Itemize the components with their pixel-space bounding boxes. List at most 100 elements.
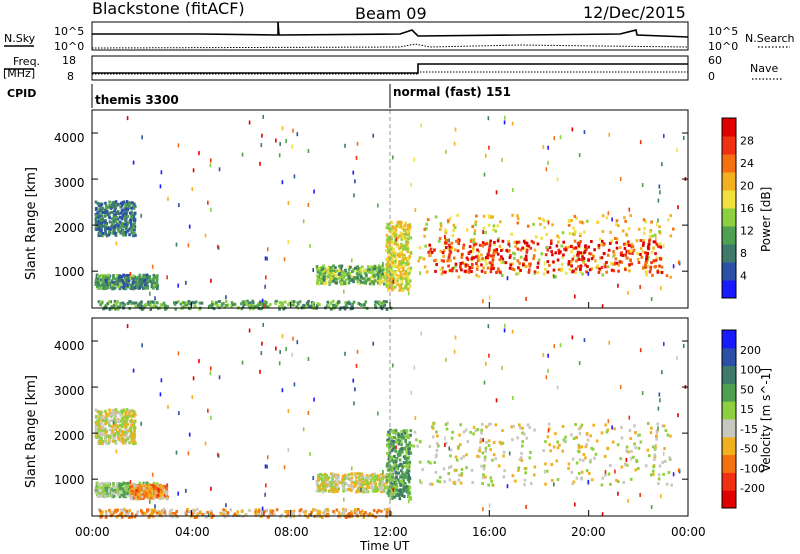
velocity-cell <box>261 506 264 511</box>
power-cell <box>113 224 117 228</box>
velocity-sparse-echoes <box>112 322 687 518</box>
velocity-cell <box>600 483 604 487</box>
power-cell <box>353 193 355 198</box>
power-cell <box>107 300 111 304</box>
power-cell <box>665 274 669 278</box>
power-cell <box>140 213 143 218</box>
power-cell <box>601 214 605 218</box>
power-cell <box>467 270 471 274</box>
power-cell <box>379 305 383 309</box>
velocity-cell <box>483 455 487 459</box>
power-cell <box>320 277 324 281</box>
power-cell <box>472 238 476 242</box>
velocity-cell <box>315 479 319 483</box>
power-cell <box>626 243 630 247</box>
velocity-cell <box>592 423 595 427</box>
velocity-cell <box>634 446 638 450</box>
velocity-cell <box>265 483 267 488</box>
velocity-cell <box>460 456 463 460</box>
velocity-cell <box>150 508 154 512</box>
power-cell <box>141 286 145 290</box>
velocity-cell <box>139 509 143 513</box>
power-cell <box>476 248 479 252</box>
power-cell <box>473 232 476 236</box>
power-cell <box>522 247 526 251</box>
power-cell <box>329 266 333 270</box>
power-cell <box>323 281 327 285</box>
velocity-cell <box>210 486 212 491</box>
velocity-cell <box>482 464 486 468</box>
velocity-cell <box>104 409 107 413</box>
power-cell <box>511 121 514 126</box>
velocity-cell <box>574 422 577 426</box>
velocity-cell <box>316 509 320 513</box>
power-cell <box>117 224 120 228</box>
power-cell <box>382 275 385 279</box>
power-cell <box>625 249 628 254</box>
power-cell <box>352 268 355 272</box>
power-cell <box>371 270 375 274</box>
velocity-cell <box>633 442 636 446</box>
power-cell <box>649 265 653 269</box>
vel-ytick-3000: 3000 <box>54 384 85 398</box>
velocity-cell <box>407 475 410 479</box>
power-cell <box>381 268 384 272</box>
power-cell <box>488 145 490 150</box>
velocity-cell <box>112 412 116 416</box>
power-cell <box>99 203 103 207</box>
velocity-colorbar-tick: -50 <box>740 443 758 456</box>
velocity-cell <box>269 509 272 513</box>
power-cell <box>393 278 397 282</box>
power-cell <box>662 243 665 248</box>
power-cell <box>98 233 102 237</box>
power-cell <box>141 135 143 140</box>
velocity-cell <box>379 479 382 483</box>
velocity-cell <box>129 430 133 434</box>
power-cell <box>100 300 104 304</box>
power-cell <box>497 269 501 273</box>
power-cell <box>248 307 252 311</box>
power-cell <box>434 258 438 262</box>
velocity-cell <box>391 496 394 500</box>
velocity-cell <box>98 441 102 445</box>
velocity-cell <box>394 437 398 441</box>
power-cell <box>347 265 350 269</box>
power-cell <box>130 301 134 305</box>
power-cell <box>315 265 319 269</box>
velocity-cell <box>386 444 389 448</box>
velocity-cell <box>403 494 406 498</box>
velocity-cell <box>676 356 678 361</box>
velocity-cell <box>134 441 137 445</box>
power-cell <box>104 229 108 233</box>
velocity-cell <box>613 427 616 431</box>
power-cell <box>483 271 487 275</box>
velocity-cell <box>508 451 511 456</box>
velocity-cell <box>159 492 162 496</box>
power-cell <box>94 279 98 283</box>
power-cell <box>394 281 398 285</box>
power-cell <box>278 305 281 309</box>
velocity-cell <box>341 478 344 482</box>
power-cell <box>639 239 643 243</box>
power-cell <box>408 223 412 227</box>
velocity-cell <box>206 510 209 514</box>
velocity-cell <box>629 437 633 441</box>
velocity-cell <box>94 429 98 433</box>
power-cell <box>131 212 135 216</box>
velocity-cell <box>299 508 303 512</box>
power-cell <box>98 207 102 211</box>
velocity-cell <box>371 481 374 485</box>
power-cell <box>504 115 506 120</box>
velocity-cell <box>418 460 422 464</box>
power-cell <box>383 271 387 275</box>
velocity-cell <box>649 473 653 477</box>
velocity-cell <box>100 429 103 433</box>
power-cell <box>119 231 122 235</box>
velocity-cell <box>408 476 412 480</box>
power-cell <box>386 240 390 244</box>
power-cell <box>585 247 588 251</box>
power-cell <box>672 264 675 269</box>
power-cell <box>379 276 382 280</box>
power-cell <box>399 272 403 276</box>
power-cell <box>506 276 509 281</box>
